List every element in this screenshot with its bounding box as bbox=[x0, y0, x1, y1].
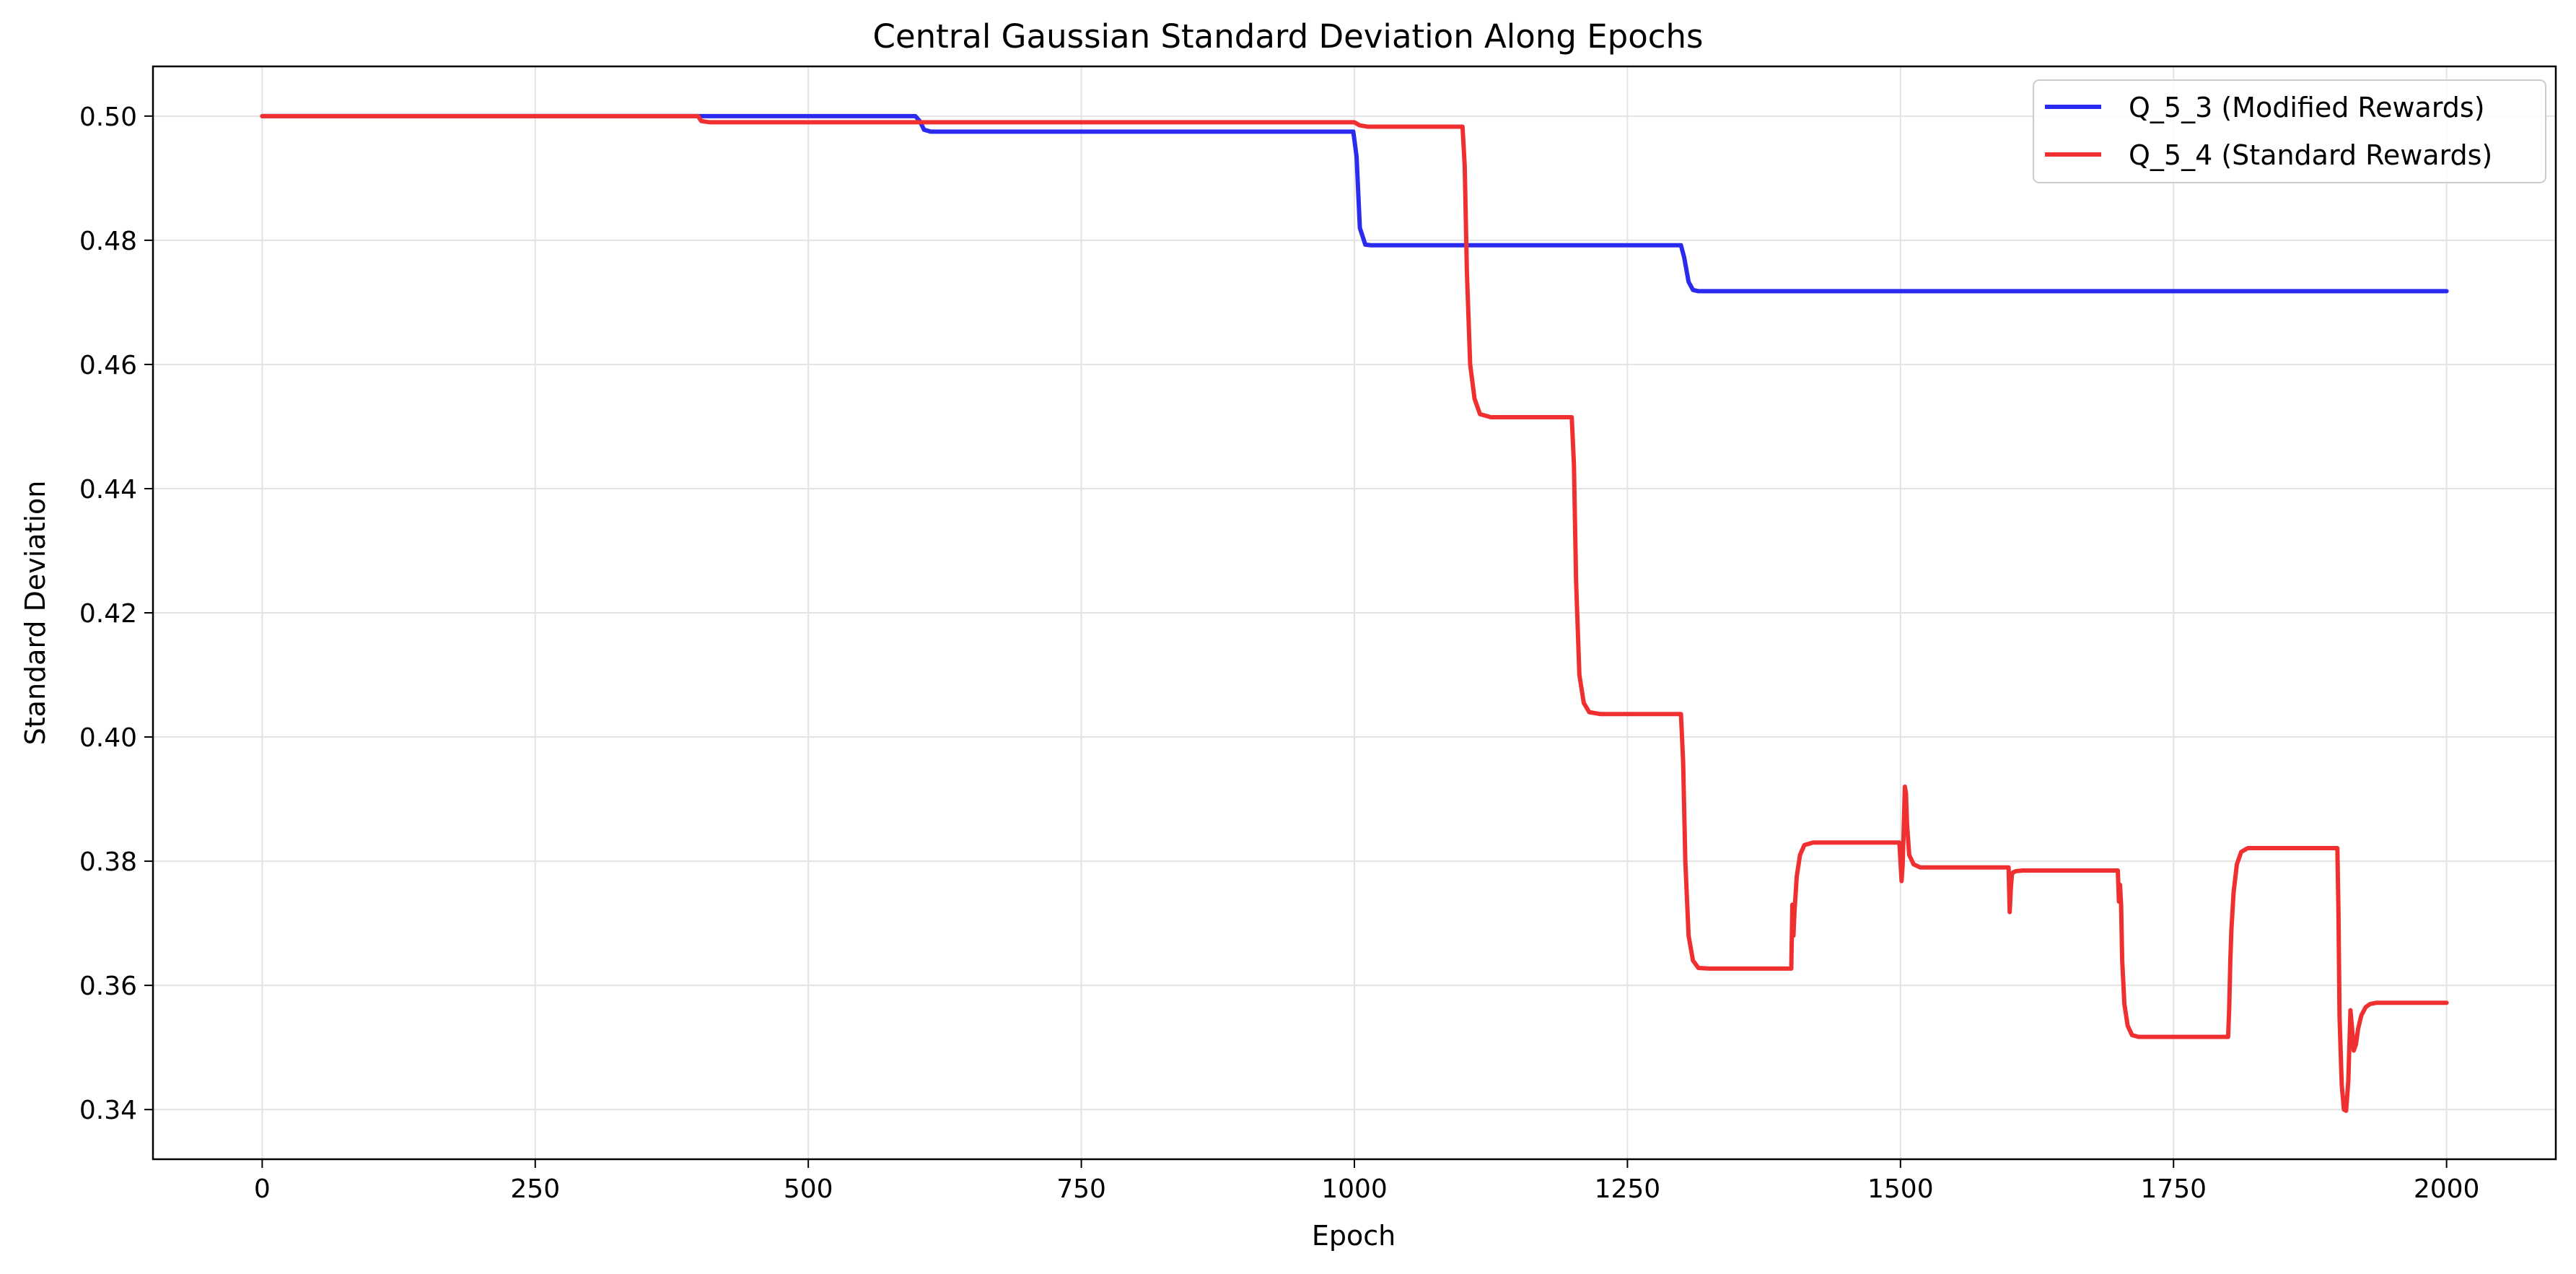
chart-title: Central Gaussian Standard Deviation Alon… bbox=[873, 17, 1704, 56]
y-tick-label: 0.42 bbox=[79, 599, 137, 629]
legend: Q_5_3 (Modified Rewards) Q_5_4 (Standard… bbox=[2033, 79, 2546, 183]
legend-label-q-5-3: Q_5_3 (Modified Rewards) bbox=[2129, 92, 2485, 123]
grid-layer bbox=[153, 66, 2556, 1159]
y-tick-label: 0.40 bbox=[79, 723, 137, 753]
y-tick-label: 0.46 bbox=[79, 351, 137, 380]
x-tick-label: 1000 bbox=[1321, 1174, 1388, 1204]
y-tick-label: 0.50 bbox=[79, 102, 137, 132]
x-tick-label: 250 bbox=[510, 1174, 560, 1204]
y-axis-title: Standard Deviation bbox=[19, 481, 51, 746]
x-tick-label: 1500 bbox=[1867, 1174, 1934, 1204]
y-tick-label: 0.36 bbox=[79, 972, 137, 1001]
x-tick-label: 2000 bbox=[2414, 1174, 2480, 1204]
y-tick-label: 0.48 bbox=[79, 227, 137, 256]
x-tick-label: 500 bbox=[784, 1174, 833, 1204]
x-axis-title: Epoch bbox=[1312, 1220, 1396, 1252]
x-tick-label: 1250 bbox=[1595, 1174, 1661, 1204]
x-tick-label: 1750 bbox=[2140, 1174, 2207, 1204]
legend-frame bbox=[2033, 79, 2546, 183]
y-tick-label: 0.34 bbox=[79, 1096, 137, 1125]
legend-label-q-5-4: Q_5_4 (Standard Rewards) bbox=[2129, 139, 2492, 171]
x-tick-layer: 0 250 500 750 1000 1250 1500 1750 2000 bbox=[254, 1159, 2480, 1204]
y-tick-layer: 0.34 0.36 0.38 0.40 0.42 0.44 0.46 0.48 0.50 bbox=[79, 102, 153, 1125]
series-line-q-5-4-standard-rewards bbox=[260, 113, 2449, 1113]
y-tick-label: 0.44 bbox=[79, 475, 137, 505]
series-line-q-5-3-modified-rewards bbox=[260, 113, 2449, 294]
x-tick-label: 750 bbox=[1056, 1174, 1106, 1204]
x-tick-label: 0 bbox=[254, 1174, 271, 1204]
y-tick-label: 0.38 bbox=[79, 847, 137, 877]
series-layer bbox=[260, 113, 2449, 1113]
